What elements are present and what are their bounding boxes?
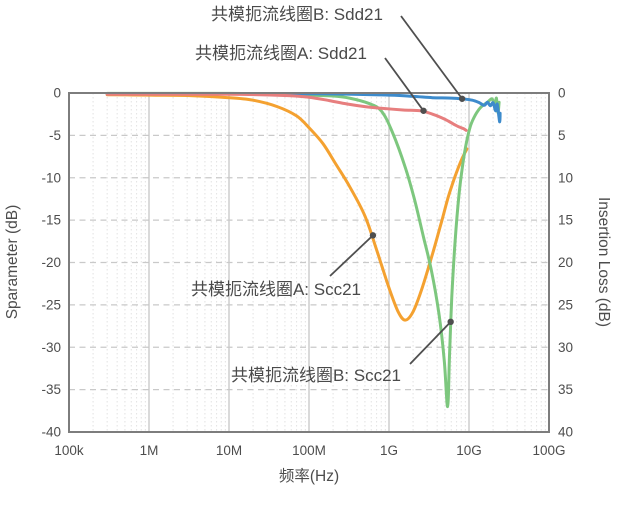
caption-row: www.cntronics.com 图3-5.共模扼流线圈Scc21和Sdd21… (0, 496, 619, 530)
y-left-tick-label: -5 (49, 128, 61, 143)
annotation-label-0: 共模扼流线圈B: Sdd21 (211, 5, 383, 24)
x-tick-label: 10M (216, 443, 242, 458)
x-tick-label: 100M (292, 443, 326, 458)
y-axis-left-title: Sparameter (dB) (4, 205, 21, 320)
y-right-tick-label: 40 (558, 425, 573, 440)
annotation-dot-1 (420, 107, 427, 114)
annotation-leader-0 (400, 15, 463, 100)
y-left-tick-label: -10 (41, 170, 61, 185)
x-tick-label: 1G (380, 443, 398, 458)
x-tick-label: 100k (54, 443, 84, 458)
y-left-tick-label: -35 (41, 382, 61, 397)
y-right-tick-label: 35 (558, 382, 573, 397)
annotation-leader-2 (329, 234, 374, 277)
y-right-tick-label: 25 (558, 297, 573, 312)
curves (105, 91, 502, 409)
x-tick-label: 100G (532, 443, 565, 458)
annotation-label-1: 共模扼流线圈A: Sdd21 (195, 44, 367, 63)
grid-lines (69, 93, 549, 432)
y-right-tick-label: 20 (558, 255, 573, 270)
series-choke_a_sdd21 (105, 92, 468, 132)
y-right-tick-label: 15 (558, 213, 573, 228)
x-tick-label: 10G (456, 443, 482, 458)
y-left-tick-label: -15 (41, 213, 61, 228)
y-right-tick-label: 30 (558, 340, 573, 355)
sparameter-chart: 100k 1M 10M 100M 1G 10G 100G 0 -5 -10 -15 -20 -25 -30… (4, 5, 612, 485)
tick-labels: 100k 1M 10M 100M 1G 10G 100G 0 -5 -10 -15 -20 -25 -30… (41, 86, 573, 459)
annotation-dot-2 (369, 232, 377, 239)
y-left-tick-label: -25 (41, 297, 61, 312)
annotation-leader-3 (409, 321, 452, 365)
y-axis-right-title: Insertion Loss (dB) (595, 197, 612, 327)
series-choke_a_scc21 (105, 93, 469, 322)
y-right-tick-label: 0 (558, 86, 566, 101)
annotation-dot-0 (458, 95, 466, 102)
annotations: 共模扼流线圈B: Sdd21 共模扼流线圈A: Sdd21 共模扼流线圈A: Scc… (191, 5, 466, 385)
y-right-tick-label: 10 (558, 170, 573, 185)
series-choke_b_scc21 (105, 91, 501, 409)
x-axis-title: 频率(Hz) (279, 467, 339, 485)
y-right-tick-label: 5 (558, 128, 566, 143)
annotation-dot-3 (447, 318, 454, 326)
x-tick-label: 1M (140, 443, 159, 458)
y-left-tick-label: -20 (41, 255, 61, 270)
y-left-tick-label: -30 (41, 340, 61, 355)
plot-border (68, 92, 550, 433)
annotation-leader-1 (384, 57, 425, 112)
annotation-label-3: 共模扼流线圈B: Scc21 (231, 366, 401, 385)
series-choke_b_sdd21 (105, 92, 502, 124)
y-left-tick-label: -40 (41, 425, 61, 440)
annotation-label-2: 共模扼流线圈A: Scc21 (191, 280, 361, 299)
y-left-tick-label: 0 (53, 86, 61, 101)
